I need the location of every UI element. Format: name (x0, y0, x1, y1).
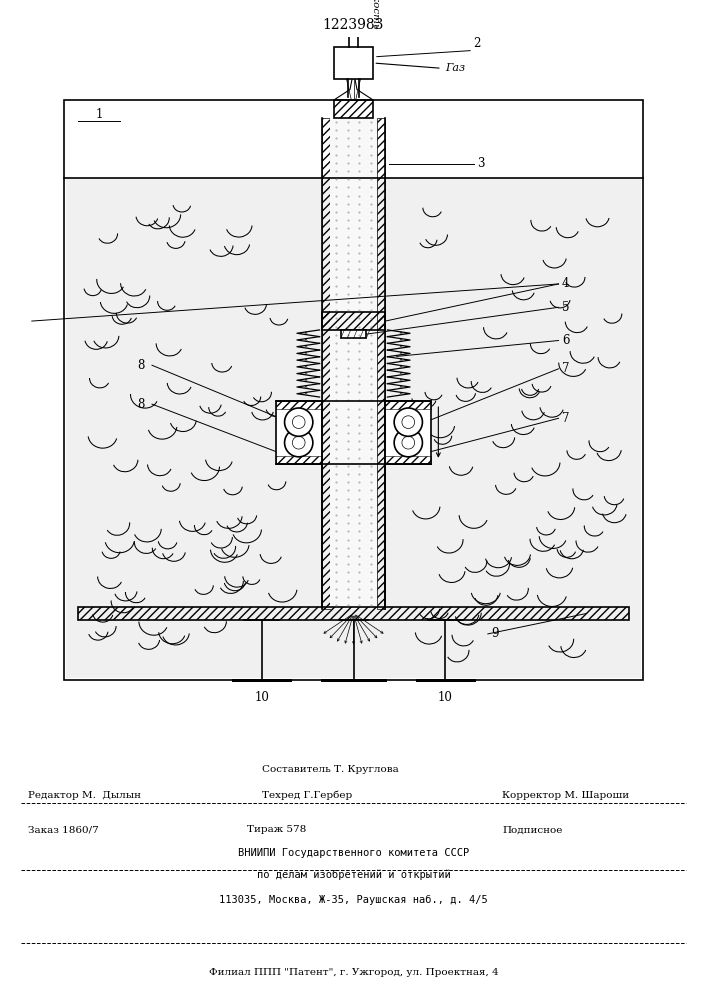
Circle shape (284, 408, 312, 436)
Text: Техред Г.Гербер: Техред Г.Гербер (262, 790, 352, 800)
Circle shape (293, 416, 305, 429)
Bar (78, 607, 629, 620)
Text: 8: 8 (138, 359, 145, 372)
Text: Редактор М.  Дылын: Редактор М. Дылын (28, 790, 141, 800)
Bar (322, 312, 385, 330)
Text: Заказ 1860/7: Заказ 1860/7 (28, 826, 99, 834)
Bar (385, 401, 431, 409)
Bar (276, 401, 322, 409)
Bar (322, 118, 330, 609)
Text: 4: 4 (562, 277, 569, 290)
Text: Составитель Т. Круглова: Составитель Т. Круглова (262, 766, 398, 774)
Text: 113035, Москва, Ж-35, Раушская наб., д. 4/5: 113035, Москва, Ж-35, Раушская наб., д. … (219, 895, 488, 905)
Bar (64, 100, 643, 680)
Circle shape (395, 429, 423, 457)
Circle shape (284, 429, 312, 457)
Text: 7: 7 (562, 412, 569, 425)
Text: 7: 7 (562, 362, 569, 375)
Bar (276, 456, 322, 464)
Text: по делам изобретений и открытий: по делам изобретений и открытий (257, 870, 450, 880)
Text: Филиал ППП "Патент", г. Ужгород, ул. Проектная, 4: Филиал ППП "Патент", г. Ужгород, ул. Про… (209, 968, 498, 977)
Text: 8: 8 (138, 398, 145, 411)
Bar (385, 456, 431, 464)
Circle shape (293, 436, 305, 449)
Bar (377, 118, 385, 609)
Text: 5: 5 (562, 301, 569, 314)
Text: 1223983: 1223983 (323, 18, 384, 32)
Text: Подписное: Подписное (502, 826, 562, 834)
Bar (66, 178, 641, 678)
Circle shape (395, 408, 423, 436)
Circle shape (402, 416, 414, 429)
Text: 6: 6 (562, 334, 569, 347)
Text: 9: 9 (491, 627, 498, 640)
Text: 1: 1 (95, 108, 103, 121)
Bar (276, 401, 322, 464)
Bar (334, 47, 373, 79)
Circle shape (402, 436, 414, 449)
Text: 10: 10 (254, 691, 269, 704)
Text: Газ: Газ (445, 63, 465, 73)
Text: 10: 10 (438, 691, 453, 704)
Text: Корректор М. Шароши: Корректор М. Шароши (502, 790, 629, 800)
Text: 2: 2 (474, 37, 481, 50)
Bar (385, 401, 431, 464)
Text: Жидкость: Жидкость (371, 0, 380, 29)
Bar (334, 100, 373, 118)
Text: 3: 3 (477, 157, 484, 170)
Bar (330, 118, 377, 609)
Bar (341, 330, 366, 338)
Text: Тираж 578: Тираж 578 (247, 826, 307, 834)
Text: ВНИИПИ Государственного комитета СССР: ВНИИПИ Государственного комитета СССР (238, 848, 469, 857)
